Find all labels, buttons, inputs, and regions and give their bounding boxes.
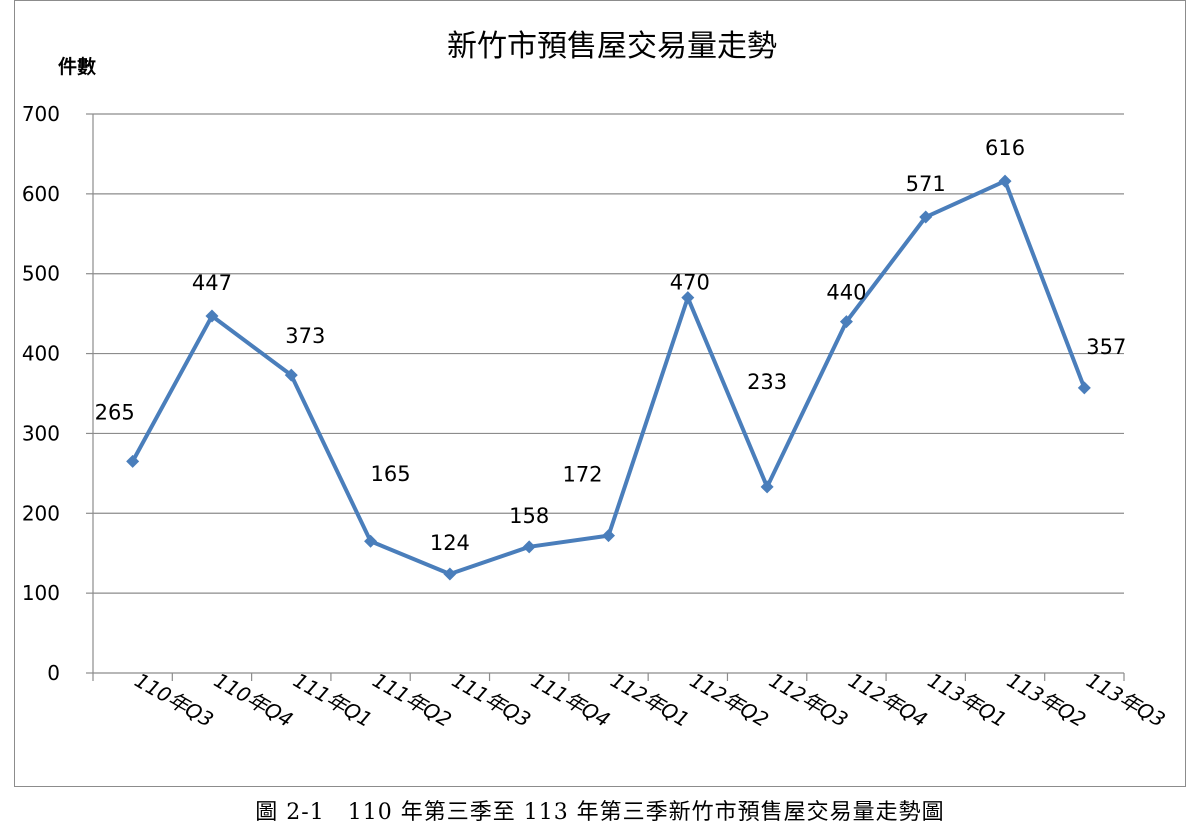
data-point-marker — [284, 368, 298, 382]
data-label: 571 — [906, 172, 946, 196]
x-tick-label: 113年Q3 — [1082, 668, 1169, 732]
data-point-marker — [205, 309, 219, 323]
data-point-marker — [522, 540, 536, 554]
figure-caption: 圖 2-1 110 年第三季至 113 年第三季新竹市預售屋交易量走勢圖 — [255, 800, 945, 825]
x-tick-label: 113年Q2 — [1003, 668, 1090, 732]
data-label: 158 — [509, 504, 549, 528]
data-label: 470 — [670, 271, 710, 295]
x-tick-label: 112年Q1 — [606, 668, 693, 732]
data-point-marker — [126, 454, 140, 468]
data-label: 373 — [285, 324, 325, 348]
y-tick-label: 0 — [47, 661, 60, 685]
x-tick-label: 112年Q3 — [765, 668, 852, 732]
x-tick-label: 110年Q3 — [131, 668, 218, 732]
data-point-marker — [1077, 381, 1091, 395]
x-tick-label: 111年Q3 — [448, 668, 535, 732]
data-point-marker — [364, 534, 378, 548]
data-label: 165 — [371, 462, 411, 486]
chart-title: 新竹市預售屋交易量走勢 — [447, 29, 777, 64]
y-tick-label: 200 — [22, 501, 60, 525]
y-tick-label: 300 — [22, 421, 60, 445]
x-tick-label: 111年Q1 — [289, 668, 376, 732]
x-tick-label: 111年Q2 — [369, 668, 456, 732]
x-tick-label: 112年Q2 — [686, 668, 773, 732]
data-label: 357 — [1086, 335, 1126, 359]
y-tick-label: 100 — [22, 581, 60, 605]
y-tick-label: 700 — [22, 102, 60, 126]
data-label: 172 — [562, 463, 602, 487]
data-label: 233 — [747, 370, 787, 394]
data-label: 124 — [430, 531, 470, 555]
data-point-marker — [443, 567, 457, 581]
y-tick-label: 400 — [22, 342, 60, 366]
y-axis-label: 件數 — [58, 55, 96, 78]
y-tick-label: 600 — [22, 182, 60, 206]
data-point-marker — [760, 480, 774, 494]
data-point-marker — [998, 174, 1012, 188]
chart-frame — [14, 0, 1186, 787]
y-tick-label: 500 — [22, 262, 60, 286]
data-label: 440 — [826, 281, 866, 305]
line-chart: 新竹市預售屋交易量走勢 件數 0 100 200 300 400 500 600 700 11… — [22, 29, 1170, 732]
data-label: 265 — [95, 400, 135, 424]
x-tick-label: 113年Q1 — [924, 668, 1011, 732]
data-point-marker — [839, 315, 853, 329]
x-tick-label: 112年Q4 — [844, 668, 931, 732]
data-point-marker — [681, 291, 695, 305]
data-label: 616 — [985, 136, 1025, 160]
data-label: 447 — [192, 271, 232, 295]
x-tick-label: 110年Q4 — [210, 668, 297, 732]
data-point-marker — [919, 210, 933, 224]
data-point-marker — [602, 529, 615, 543]
series-line — [130, 179, 1087, 576]
x-tick-label: 111年Q4 — [527, 668, 614, 732]
